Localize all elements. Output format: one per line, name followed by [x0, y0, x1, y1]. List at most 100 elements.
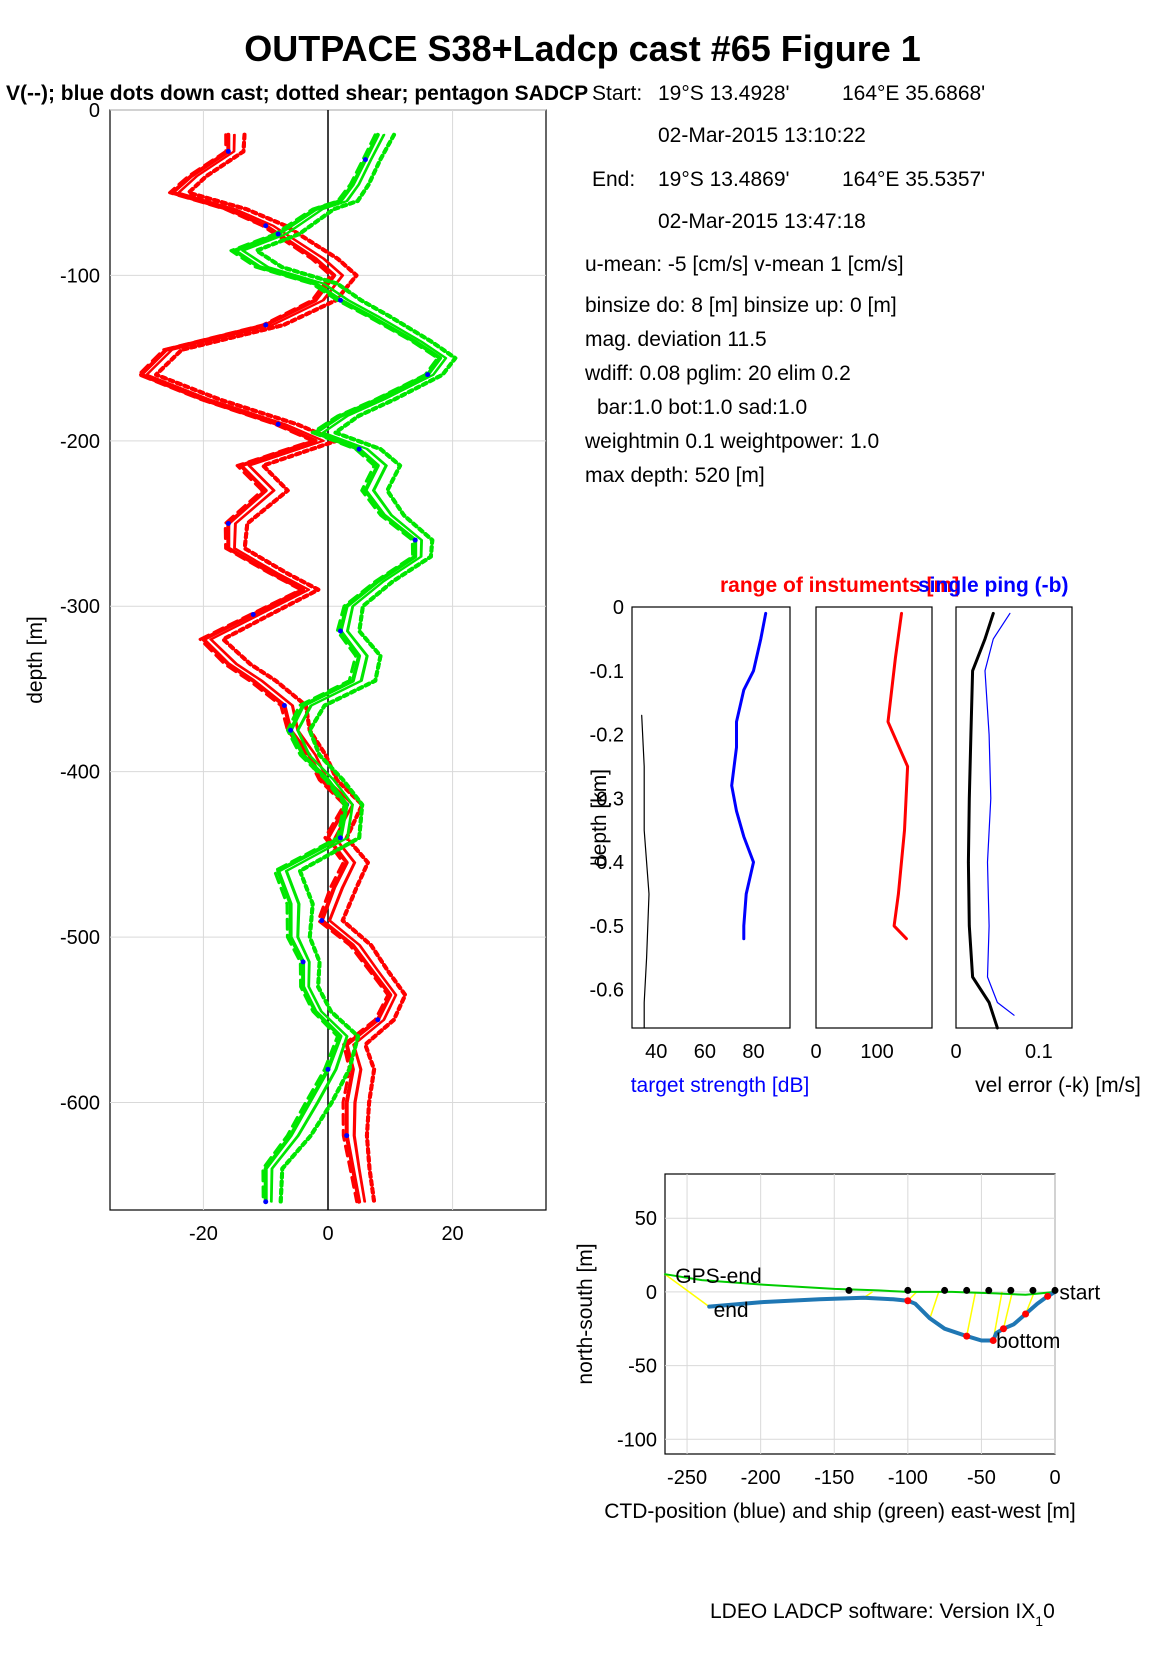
position-label-end: end	[714, 1299, 749, 1322]
mean-velocity: u-mean: -5 [cm/s] v-mean 1 [cm/s]	[585, 253, 904, 276]
velocity-ytick-label: -200	[60, 431, 100, 453]
figure-title: OUTPACE S38+Ladcp cast #65 Figure 1	[244, 28, 921, 69]
position-xtick-label: -150	[814, 1467, 854, 1489]
position-label-gps-end: GPS-end	[675, 1265, 761, 1288]
position-ytick-label: 50	[635, 1208, 657, 1230]
velocity-u-downcast-dot	[225, 148, 231, 154]
position-xlabel: CTD-position (blue) and ship (green) eas…	[604, 1500, 1076, 1523]
params-1: wdiff: 0.08 pglim: 20 elim 0.2	[585, 362, 851, 385]
footer-tail: 0	[1043, 1600, 1055, 1623]
position-ship-dot	[1029, 1286, 1037, 1294]
velocity-v-downcast-dot	[356, 446, 362, 452]
target-strength-downlooker-line	[730, 611, 768, 941]
position-xtick-label: -100	[888, 1467, 928, 1489]
footer-text: LDEO LADCP software: Version IX	[710, 1600, 1036, 1623]
target-strength-ytick-label: -0.2	[590, 725, 624, 747]
velocity-u-downcast-dot	[319, 918, 325, 924]
vel-error-plot: 0 0.1 single ping (-b) vel error (-k) [m/s]	[918, 574, 1141, 1097]
target-strength-ytick-label: -0.6	[590, 980, 624, 1002]
position-label-bottom: bottom	[996, 1330, 1060, 1353]
position-ytick-label: 0	[646, 1282, 657, 1304]
position-axes-box	[664, 1173, 1056, 1455]
target-strength-ytick-label: -0.4	[590, 852, 624, 874]
velocity-ytick-label: -400	[60, 762, 100, 784]
position-ctd-dot	[999, 1325, 1007, 1333]
target-strength-ytick-label: -0.1	[590, 661, 624, 683]
end-label: End:	[592, 168, 636, 191]
velocity-v-downcast-dot	[337, 628, 343, 634]
target-strength-ytick-label: -0.3	[590, 788, 624, 810]
vel-error-vel-error-k-line	[966, 611, 999, 1030]
start-time: 02-Mar-2015 13:10:22	[658, 124, 866, 147]
vel-error-xtick-label: 0.1	[1025, 1041, 1053, 1063]
velocity-u-downcast-dot	[281, 702, 287, 708]
velocity-xtick-label: 20	[441, 1223, 463, 1245]
vel-error-xlabel: vel error (-k) [m/s]	[975, 1074, 1141, 1097]
velocity-v-line	[229, 133, 440, 1204]
figure-subtitle: V(--); blue dots down cast; dotted shear…	[6, 82, 589, 105]
position-xtick-label: -50	[967, 1467, 996, 1489]
position-ship-dot	[1051, 1286, 1059, 1294]
position-ship-dot	[845, 1286, 853, 1294]
target-strength-plot: 40 60 80 0 -0.1 -0.2 -0.3 -0.4 -0.5 -0.6 depth [km…	[588, 574, 959, 1097]
position-ship-dot	[985, 1286, 993, 1294]
position-xtick-label: -250	[667, 1467, 707, 1489]
start-label: Start:	[592, 82, 643, 105]
velocity-xtick-label: 0	[322, 1223, 333, 1245]
velocity-u-line	[139, 132, 393, 1204]
position-link-line	[929, 1291, 940, 1319]
params-2: bar:1.0 bot:1.0 sad:1.0	[597, 396, 808, 419]
range-xtick-label: 100	[860, 1041, 893, 1063]
position-ship-dot	[1007, 1286, 1015, 1294]
position-ship-dot	[963, 1286, 971, 1294]
velocity-ytick-label: -100	[60, 265, 100, 287]
velocity-u-line	[145, 134, 397, 1203]
range-axes-box	[815, 606, 933, 1029]
range-plot: 0 100	[810, 606, 933, 1063]
velocity-ytick-label: -500	[60, 927, 100, 949]
velocity-v-line	[254, 132, 458, 1204]
velocity-u-downcast-dot	[263, 322, 269, 328]
position-label-start: start	[1059, 1281, 1100, 1304]
velocity-u-downcast-dot	[275, 421, 281, 427]
vel-error-axes-box	[955, 606, 1073, 1029]
mag-deviation: mag. deviation 11.5	[585, 328, 767, 351]
velocity-v-downcast-dot	[425, 372, 431, 378]
start-lat: 19°S 13.4928'	[658, 82, 790, 105]
end-lon: 164°E 35.5357'	[842, 168, 986, 191]
target-strength-ylabel: depth [km]	[588, 769, 611, 867]
velocity-u-line	[154, 132, 408, 1204]
range-title: range of instuments [m]	[720, 574, 959, 597]
start-lon: 164°E 35.6868'	[842, 82, 986, 105]
target-strength-noise-line	[641, 714, 650, 1029]
position-plot: -250 -200 -150 -100 -50 0 50 0 -50 -100 CTD-positi…	[574, 1173, 1100, 1523]
velocity-v-downcast-dot	[263, 1199, 269, 1205]
end-lat: 19°S 13.4869'	[658, 168, 790, 191]
velocity-ytick-label: -300	[60, 596, 100, 618]
position-ship-dot	[941, 1286, 949, 1294]
velocity-v-downcast-dot	[288, 727, 294, 733]
target-strength-xlabel: target strength [dB]	[631, 1074, 810, 1097]
vel-error-xtick-label: 0	[950, 1041, 961, 1063]
position-link-line	[965, 1291, 977, 1337]
max-depth: max depth: 520 [m]	[585, 464, 765, 487]
position-ctd-dot	[989, 1337, 997, 1345]
velocity-u-downcast-dot	[344, 1133, 350, 1139]
target-strength-xtick-label: 60	[694, 1041, 716, 1063]
velocity-v-downcast-dot	[300, 959, 306, 965]
position-xtick-label: 0	[1049, 1467, 1060, 1489]
binsize: binsize do: 8 [m] binsize up: 0 [m]	[585, 294, 897, 317]
velocity-v-downcast-dot	[412, 537, 418, 543]
velocity-xtick-label: -20	[189, 1223, 218, 1245]
velocity-v-downcast-dot	[325, 1066, 331, 1072]
velocity-v-line	[241, 134, 446, 1203]
range-range-line	[886, 611, 910, 941]
position-ctd-dot	[963, 1332, 971, 1340]
velocity-v-downcast-dot	[275, 231, 281, 237]
position-ylabel: north-south [m]	[574, 1243, 597, 1384]
position-ytick-label: -100	[617, 1429, 657, 1451]
velocity-u-downcast-dot	[225, 521, 231, 527]
footer-sub: 1	[1035, 1613, 1044, 1629]
position-ctd-dot	[1044, 1292, 1052, 1300]
end-time: 02-Mar-2015 13:47:18	[658, 210, 866, 233]
